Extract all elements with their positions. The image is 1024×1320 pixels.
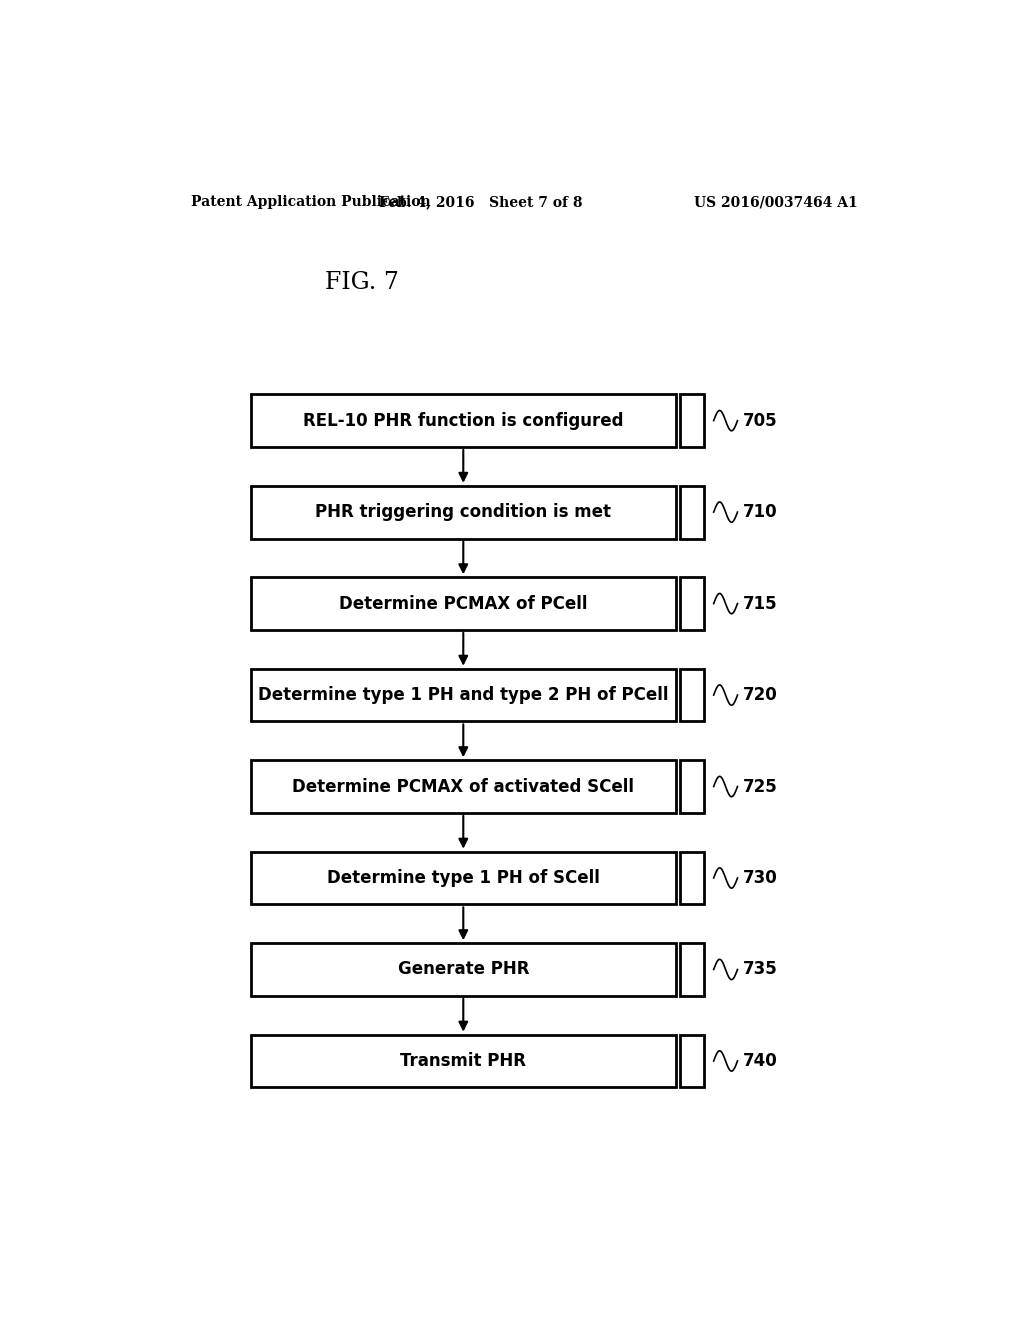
Bar	[680, 1035, 705, 1088]
Text: 725: 725	[743, 777, 778, 796]
Text: Determine type 1 PH and type 2 PH of PCell: Determine type 1 PH and type 2 PH of PCe…	[258, 686, 669, 704]
Text: 730: 730	[743, 869, 778, 887]
Text: Feb. 4, 2016   Sheet 7 of 8: Feb. 4, 2016 Sheet 7 of 8	[380, 195, 583, 209]
Text: 720: 720	[743, 686, 778, 704]
Text: Determine type 1 PH of SCell: Determine type 1 PH of SCell	[327, 869, 600, 887]
Text: Determine PCMAX of PCell: Determine PCMAX of PCell	[339, 594, 588, 612]
Bar	[251, 486, 676, 539]
Bar	[251, 577, 676, 630]
Text: PHR triggering condition is met: PHR triggering condition is met	[315, 503, 611, 521]
Text: Transmit PHR: Transmit PHR	[400, 1052, 526, 1071]
Bar	[251, 942, 676, 995]
Text: REL-10 PHR function is configured: REL-10 PHR function is configured	[303, 412, 624, 429]
Text: Generate PHR: Generate PHR	[397, 961, 529, 978]
Text: FIG. 7: FIG. 7	[326, 271, 399, 294]
Bar	[680, 395, 705, 447]
Bar	[251, 669, 676, 722]
Text: 715: 715	[743, 594, 777, 612]
Text: 710: 710	[743, 503, 777, 521]
Text: Determine PCMAX of activated SCell: Determine PCMAX of activated SCell	[292, 777, 634, 796]
Bar	[680, 851, 705, 904]
Bar	[680, 577, 705, 630]
Text: Patent Application Publication: Patent Application Publication	[191, 195, 431, 209]
Text: US 2016/0037464 A1: US 2016/0037464 A1	[694, 195, 858, 209]
Bar	[680, 669, 705, 722]
Text: 740: 740	[743, 1052, 778, 1071]
Text: 735: 735	[743, 961, 778, 978]
Bar	[251, 760, 676, 813]
Bar	[680, 942, 705, 995]
Bar	[680, 486, 705, 539]
Bar	[251, 1035, 676, 1088]
Text: 705: 705	[743, 412, 777, 429]
Bar	[251, 395, 676, 447]
Bar	[251, 851, 676, 904]
Bar	[680, 760, 705, 813]
